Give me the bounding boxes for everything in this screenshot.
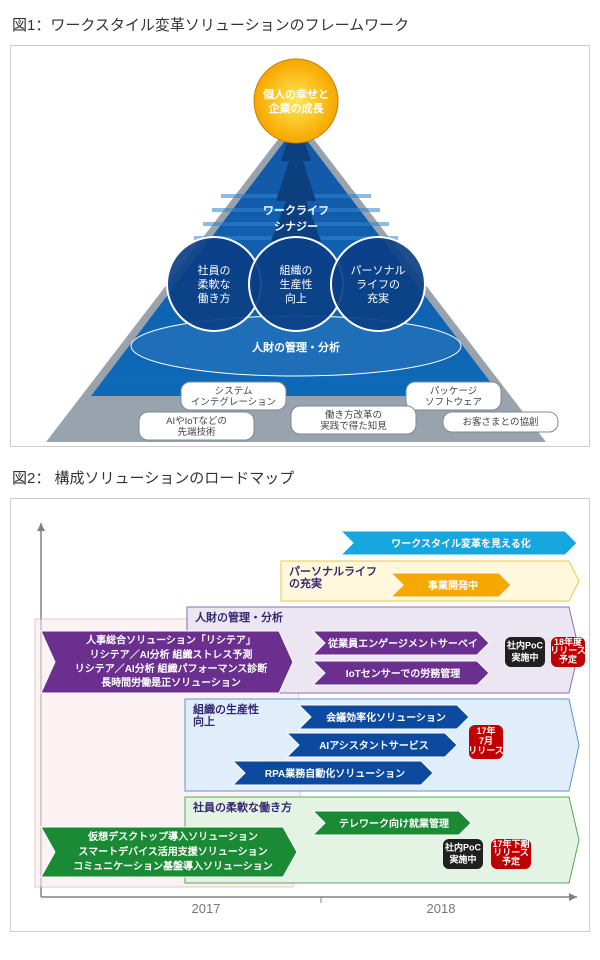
- svg-text:働き方: 働き方: [198, 291, 231, 305]
- svg-text:働き方改革の: 働き方改革の: [325, 409, 382, 421]
- svg-text:柔軟な: 柔軟な: [198, 277, 231, 291]
- svg-text:実施中: 実施中: [449, 853, 476, 864]
- svg-text:AIアシスタントサービス: AIアシスタントサービス: [319, 739, 429, 752]
- svg-text:長時間労働是正ソリューション: 長時間労働是正ソリューション: [101, 676, 241, 689]
- svg-text:お客さまとの協創: お客さまとの協創: [463, 416, 539, 428]
- svg-text:企業の成長: 企業の成長: [268, 101, 325, 115]
- svg-text:組織の: 組織の: [280, 264, 313, 277]
- svg-text:社内PoC: 社内PoC: [506, 639, 544, 650]
- svg-text:IoTセンサーでの労務管理: IoTセンサーでの労務管理: [346, 667, 460, 680]
- svg-text:7月: 7月: [479, 736, 493, 746]
- svg-text:社員の: 社員の: [198, 263, 231, 277]
- fig2-box: 20172018既存ソリューションパーソナルライフの充実人財の管理・分析組織の生…: [10, 498, 590, 932]
- svg-text:2017: 2017: [192, 901, 221, 916]
- svg-text:インテグレーション: インテグレーション: [191, 396, 276, 408]
- svg-text:システム: システム: [215, 386, 253, 397]
- svg-text:組織の生産性: 組織の生産性: [193, 702, 259, 716]
- svg-text:リシテア／AI分析 組織パフォーマンス診断: リシテア／AI分析 組織パフォーマンス診断: [75, 662, 268, 675]
- svg-text:テレワーク向け就業管理: テレワーク向け就業管理: [339, 817, 449, 830]
- svg-text:社員の柔軟な働き方: 社員の柔軟な働き方: [192, 800, 292, 814]
- svg-text:個人の幸せと: 個人の幸せと: [262, 87, 329, 101]
- svg-text:生産性: 生産性: [280, 277, 313, 291]
- fig1-title: 図1：ワークスタイル変革ソリューションのフレームワーク: [12, 14, 592, 35]
- svg-text:スマートデバイス活用支援ソリューション: スマートデバイス活用支援ソリューション: [78, 845, 267, 858]
- svg-text:RPA業務自動化ソリューション: RPA業務自動化ソリューション: [265, 767, 405, 780]
- svg-text:予定: 予定: [559, 653, 578, 664]
- svg-text:実践で得た知見: 実践で得た知見: [320, 420, 387, 432]
- svg-text:ワークライフ: ワークライフ: [263, 204, 329, 217]
- svg-text:パーソナル: パーソナル: [351, 264, 406, 277]
- svg-text:リシテア／AI分析 組織ストレス予測: リシテア／AI分析 組織ストレス予測: [90, 648, 253, 661]
- svg-text:社内PoC: 社内PoC: [444, 841, 482, 852]
- svg-text:パーソナルライフ: パーソナルライフ: [289, 565, 377, 578]
- svg-text:人財の管理・分析: 人財の管理・分析: [252, 340, 340, 354]
- svg-text:リリース: リリース: [468, 746, 504, 756]
- svg-text:ライフの: ライフの: [356, 279, 400, 291]
- svg-text:シナジー: シナジー: [274, 220, 318, 233]
- svg-text:ワークスタイル変革を見える化: ワークスタイル変革を見える化: [391, 537, 530, 550]
- svg-text:の充実: の充実: [289, 576, 322, 590]
- svg-text:予定: 予定: [502, 855, 521, 866]
- fig2-svg: 20172018既存ソリューションパーソナルライフの充実人財の管理・分析組織の生…: [11, 499, 591, 931]
- svg-text:AIやIoTなどの: AIやIoTなどの: [166, 416, 227, 427]
- svg-text:従業員エンゲージメントサーベイ: 従業員エンゲージメントサーベイ: [327, 637, 478, 650]
- fig1-svg: ワークライフシナジー人財の管理・分析 社員の柔軟な働き方 組織の生産性向上 パーソナル…: [11, 46, 591, 446]
- svg-text:2018: 2018: [427, 901, 456, 916]
- svg-text:充実: 充実: [367, 291, 389, 305]
- svg-text:向上: 向上: [193, 714, 215, 728]
- svg-text:人財の管理・分析: 人財の管理・分析: [195, 610, 283, 624]
- svg-text:事業開発中: 事業開発中: [428, 579, 478, 592]
- svg-text:人事総合ソリューション「リシテア」: 人事総合ソリューション「リシテア」: [86, 634, 256, 647]
- svg-text:ソフトウェア: ソフトウェア: [425, 397, 482, 408]
- svg-text:パッケージ: パッケージ: [430, 386, 477, 397]
- svg-text:実施中: 実施中: [511, 651, 538, 662]
- svg-text:仮想デスクトップ導入ソリューション: 仮想デスクトップ導入ソリューション: [87, 830, 258, 843]
- svg-text:17年: 17年: [476, 725, 495, 736]
- svg-text:先端技術: 先端技術: [177, 426, 216, 438]
- svg-text:会議効率化ソリューション: 会議効率化ソリューション: [326, 711, 446, 724]
- fig1-box: ワークライフシナジー人財の管理・分析 社員の柔軟な働き方 組織の生産性向上 パーソナル…: [10, 45, 590, 447]
- svg-text:向上: 向上: [285, 291, 307, 305]
- fig2-title: 図2： 構成ソリューションのロードマップ: [12, 467, 592, 488]
- svg-text:コミュニケーション基盤導入ソリューション: コミュニケーション基盤導入ソリューション: [73, 860, 273, 873]
